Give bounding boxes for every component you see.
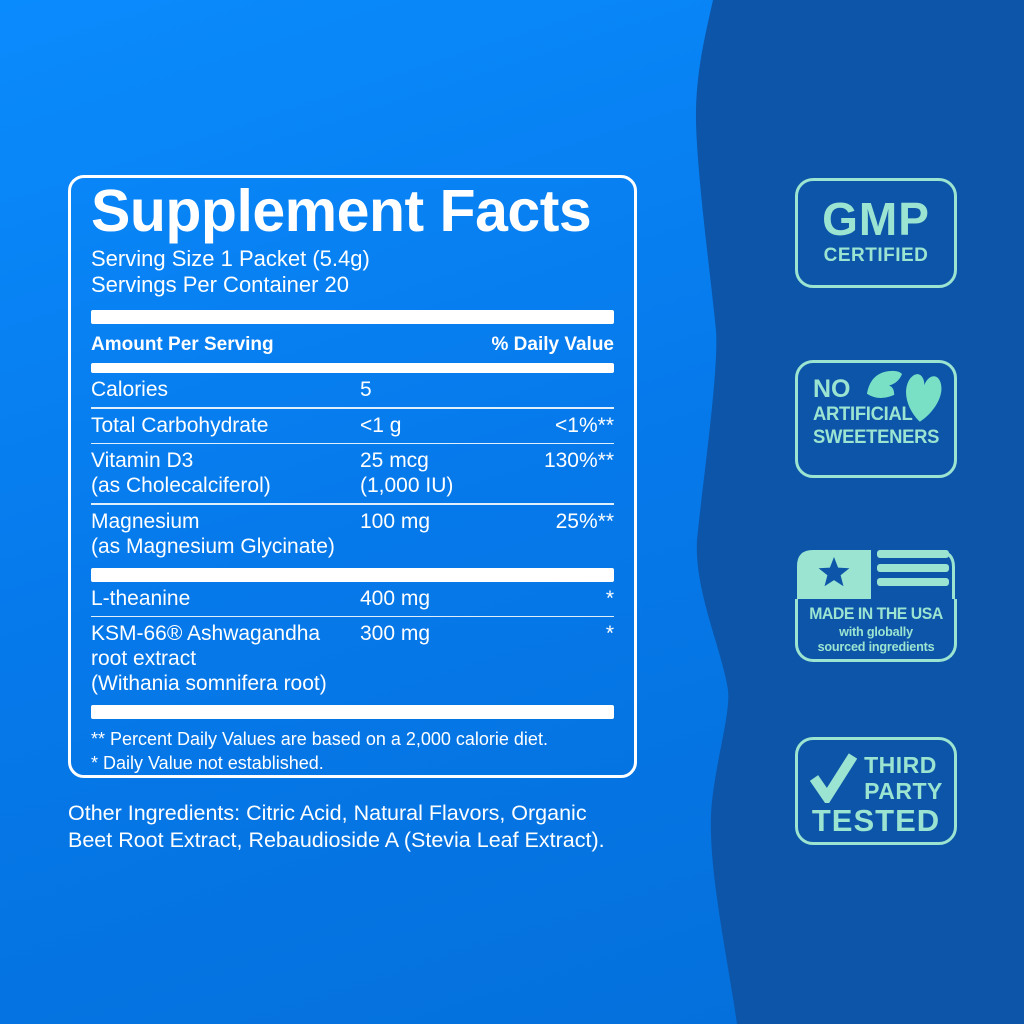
row-divider <box>91 442 614 444</box>
table-row: KSM-66® Ashwagandha root extract (Withan… <box>91 617 614 701</box>
table-row: Magnesium (as Magnesium Glycinate) 100 m… <box>91 505 614 564</box>
amount-per-serving-header: Amount Per Serving <box>91 334 274 355</box>
nutrient-amount: 400 mg <box>360 586 431 610</box>
no-label: NO <box>813 375 851 403</box>
nutrient-name: KSM-66® Ashwagandha root extract (Withan… <box>91 622 327 695</box>
divider-bar <box>91 567 614 582</box>
nutrient-dv: 130%** <box>543 449 614 472</box>
usa-badge-text: MADE IN THE USA with globally sourced in… <box>795 599 957 662</box>
third-party-label: THIRD PARTY <box>864 752 943 804</box>
nutrient-amount: 300 mg <box>360 622 431 645</box>
servings-per-container: Servings Per Container 20 <box>91 272 350 297</box>
nutrient-dv: <1%** <box>555 413 614 437</box>
nutrient-amount: 25 mcg (1,000 IU) <box>360 449 454 497</box>
other-ingredients: Other Ingredients: Citric Acid, Natural … <box>68 801 605 852</box>
footnote-not-established: * Daily Value not established. <box>91 753 324 773</box>
gmp-label: GMP <box>822 193 930 245</box>
checkmark-icon <box>809 753 858 803</box>
nutrient-amount: 5 <box>360 378 372 401</box>
made-in-usa-badge: MADE IN THE USA with globally sourced in… <box>795 548 957 662</box>
certified-label: CERTIFIED <box>823 245 929 266</box>
divider-bar <box>91 363 614 373</box>
sweeteners-label: SWEETENERS <box>813 427 940 448</box>
leaves-icon <box>866 370 942 422</box>
serving-size: Serving Size 1 Packet (5.4g) <box>91 246 370 271</box>
table-row: L-theanine 400 mg * <box>91 582 614 616</box>
table-row: Vitamin D3 (as Cholecalciferol) 25 mcg (… <box>91 444 614 503</box>
footnotes: ** Percent Daily Values are based on a 2… <box>91 719 614 775</box>
tested-label: TESTED <box>811 803 941 838</box>
row-divider <box>91 407 614 409</box>
table-row: Total Carbohydrate <1 g <1%** <box>91 409 614 443</box>
table-header: Amount Per Serving % Daily Value <box>91 324 614 363</box>
divider-bar <box>91 310 614 324</box>
divider-bar <box>91 705 614 719</box>
nutrient-amount: 100 mg <box>360 509 431 533</box>
usa-flag-icon <box>797 550 955 599</box>
daily-value-header: % Daily Value <box>491 334 614 355</box>
nutrient-dv: 25%** <box>555 509 614 533</box>
nutrient-name: Calories <box>91 378 169 401</box>
row-divider <box>91 503 614 505</box>
made-in-usa-label: MADE IN THE USA <box>809 604 943 623</box>
row-divider <box>91 615 614 617</box>
nutrient-name: Magnesium (as Magnesium Glycinate) <box>91 509 335 558</box>
nutrient-dv: * <box>605 586 614 610</box>
artificial-label: ARTIFICIAL <box>813 404 913 425</box>
star-icon <box>818 557 850 587</box>
table-row: Calories 5 <box>91 373 614 407</box>
no-artificial-sweeteners-badge: NO ARTIFICIAL SWEETENERS <box>795 360 957 478</box>
nutrient-name: L-theanine <box>91 586 191 610</box>
supplement-facts-panel: Supplement Facts Serving Size 1 Packet (… <box>68 175 637 778</box>
nutrient-name: Total Carbohydrate <box>91 413 269 437</box>
nutrient-dv: * <box>605 622 614 645</box>
nutrient-amount: <1 g <box>360 413 402 437</box>
third-party-tested-badge: THIRD PARTY TESTED <box>795 737 957 845</box>
globally-label: with globally <box>839 624 913 639</box>
nutrient-name: Vitamin D3 (as Cholecalciferol) <box>91 449 271 497</box>
gmp-certified-badge: GMP CERTIFIED <box>795 178 957 288</box>
footnote-dv: ** Percent Daily Values are based on a 2… <box>91 729 548 749</box>
tested-top-row: THIRD PARTY <box>798 749 954 804</box>
sourced-label: sourced ingredients <box>817 639 935 654</box>
supplement-facts-title: Supplement Facts <box>91 178 592 244</box>
